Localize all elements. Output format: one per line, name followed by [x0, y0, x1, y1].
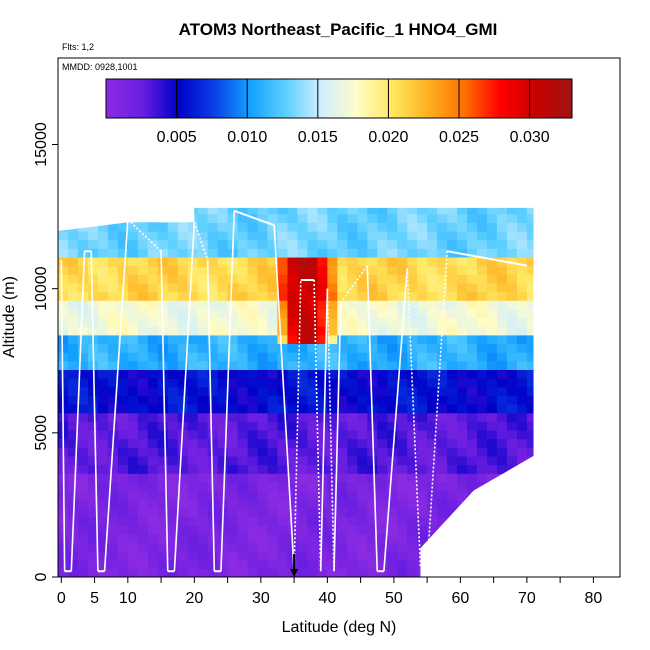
colorbar-tick-label: 0.020: [368, 129, 408, 146]
x-tick-label: 50: [385, 590, 403, 607]
flight-track-segment: [220, 210, 236, 572]
x-tick-label: 10: [119, 590, 137, 607]
flight-track-segment: [446, 250, 528, 267]
flight-track-segment: [233, 209, 275, 227]
flight-track-segment: [313, 280, 322, 572]
y-tick-label: 0: [33, 572, 50, 581]
flight-track-segment: [206, 259, 216, 572]
x-tick-label: 70: [518, 590, 536, 607]
x-tick-label: 60: [451, 590, 469, 607]
colorbar: [105, 78, 573, 119]
chart-title: ATOM3 Northeast_Pacific_1 HNO4_GMI: [179, 20, 498, 39]
colorbar-tick-label: 0.025: [439, 129, 479, 146]
x-tick-label: 80: [584, 590, 602, 607]
flight-track-segment: [90, 251, 99, 572]
arrow-marker: [290, 553, 299, 577]
x-tick-label: 0: [57, 590, 66, 607]
flight-track-segment: [70, 251, 86, 572]
flights-label: Flts: 1,2: [62, 42, 94, 52]
flight-track-segment: [273, 225, 295, 572]
x-tick-label: 30: [252, 590, 270, 607]
colorbar-tick-label: 0.015: [298, 129, 338, 146]
flight-track-segment: [383, 268, 408, 572]
heatmap: [58, 207, 534, 577]
colorbar-tick-label: 0.010: [227, 129, 267, 146]
flight-track-segment: [173, 222, 196, 572]
flight-track-segment: [103, 219, 129, 572]
x-tick-label: 5: [90, 590, 99, 607]
y-tick-label: 15000: [33, 122, 50, 167]
flight-track-segment: [193, 222, 209, 261]
flight-track-segment: [293, 280, 302, 572]
colorbar-tick-label: 0.005: [157, 129, 197, 146]
flight-track-segment: [333, 303, 342, 572]
flight-track-segment: [319, 288, 329, 572]
flight-track-segment: [60, 259, 66, 572]
x-tick-label: 20: [185, 590, 203, 607]
plot-frame: [57, 57, 621, 578]
x-tick-label: 40: [318, 590, 336, 607]
y-tick-label: 5000: [33, 415, 50, 451]
y-tick-label: 10000: [33, 266, 50, 311]
date-label: MMDD: 0928,1001: [62, 62, 138, 72]
colorbar-tick-label: 0.030: [510, 129, 550, 146]
y-axis-label: Altitude (m): [1, 276, 18, 358]
flight-track-segment: [426, 251, 448, 569]
flight-track-segment: [366, 265, 379, 572]
x-axis-label: Latitude (deg N): [282, 619, 397, 636]
flight-track-segment: [160, 251, 169, 572]
flight-track-segment: [326, 288, 335, 572]
